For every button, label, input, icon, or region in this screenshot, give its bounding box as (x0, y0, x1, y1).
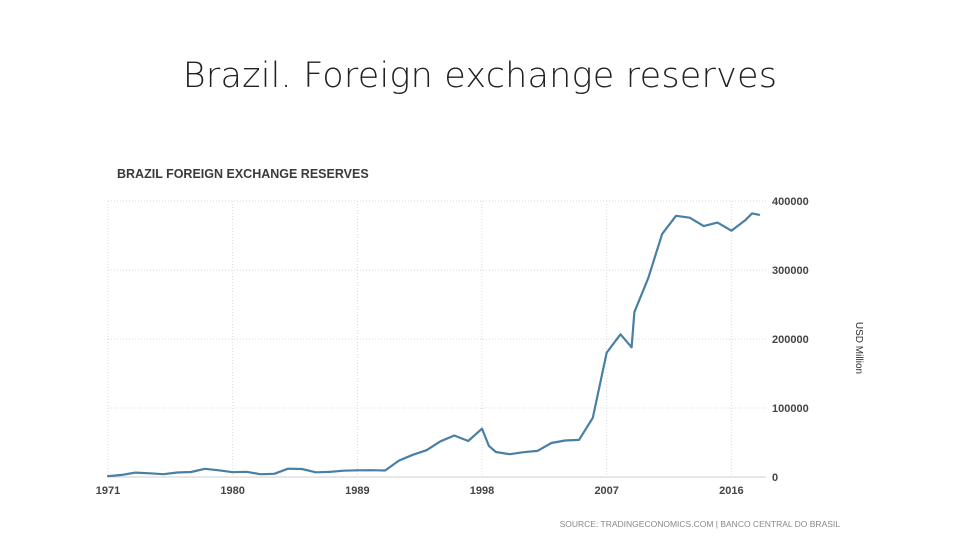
x-tick-label-1: 1980 (220, 485, 244, 497)
y-tick-label-1: 100000 (772, 403, 809, 415)
y-tick-label-4: 400000 (772, 196, 809, 208)
slide-title: Brazil. Foreign exchange reserves (182, 56, 778, 96)
chart-title: BRAZIL FOREIGN EXCHANGE RESERVES (117, 167, 369, 181)
x-tick-labels: 1971 1980 1989 1998 2007 2016 (96, 485, 744, 497)
x-tick-label-4: 2007 (594, 485, 618, 497)
y-axis-unit-label: USD Million (853, 322, 864, 374)
y-tick-label-0: 0 (772, 472, 778, 484)
y-tick-label-2: 200000 (772, 334, 809, 346)
series-line-0 (106, 212, 761, 478)
source-credit: SOURCE: TRADINGECONOMICS.COM | BANCO CEN… (560, 519, 841, 529)
x-tick-label-0: 1971 (96, 485, 120, 497)
y-tick-label-3: 300000 (772, 265, 809, 277)
y-tick-labels: 0 100000 200000 300000 400000 (772, 196, 809, 484)
x-tick-label-3: 1998 (470, 485, 494, 497)
x-tick-label-5: 2016 (719, 485, 743, 497)
series-layer (106, 212, 761, 478)
x-tick-label-2: 1989 (345, 485, 369, 497)
grid-lines (107, 200, 766, 478)
